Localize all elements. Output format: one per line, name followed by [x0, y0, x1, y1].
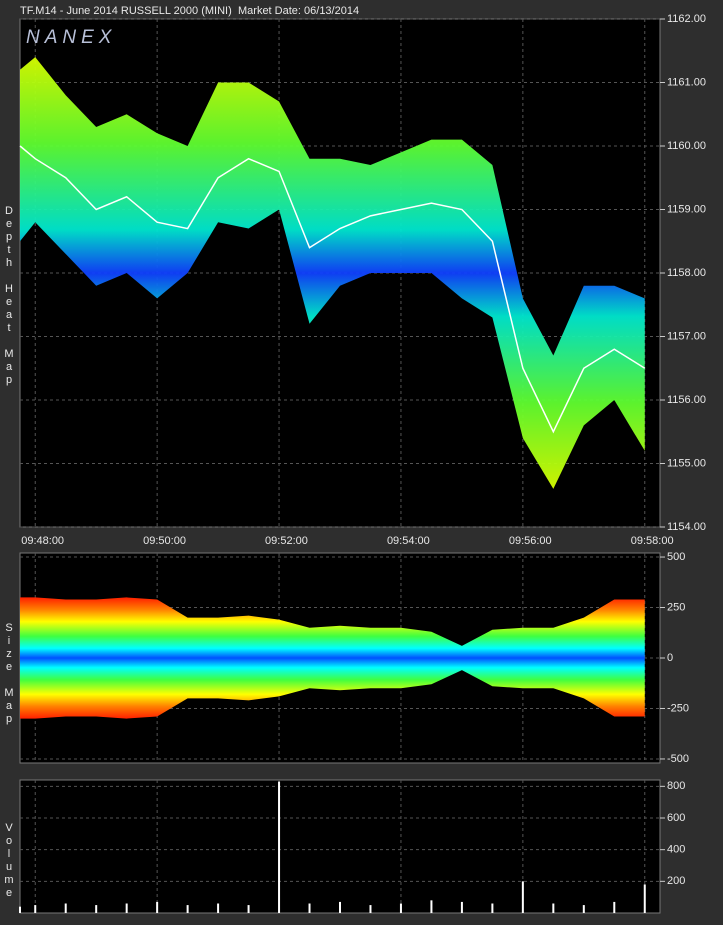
size-area [20, 597, 645, 719]
volume-bar [491, 903, 494, 913]
y-axis-label: Volume [3, 822, 15, 900]
volume-bar [34, 905, 37, 913]
volume-bar [95, 905, 98, 913]
y-tick-label: 500 [667, 551, 685, 563]
volume-bar [613, 901, 616, 913]
y-tick-label: 0 [667, 652, 673, 664]
y-axis-label: Depth Heat Map [3, 205, 15, 387]
symbol: TF.M14 - June 2014 RUSSELL 2000 (MINI) [20, 5, 232, 17]
volume-bar [399, 903, 402, 913]
volume-bar [552, 903, 555, 913]
y-tick-label: 400 [667, 844, 685, 856]
y-tick-label: 1154.00 [667, 521, 706, 533]
y-axis-label: Size Map [3, 622, 15, 726]
price-line [19, 145, 646, 434]
y-tick-label: 200 [667, 875, 685, 887]
volume-bar [19, 906, 21, 913]
volume-bar [521, 881, 524, 913]
x-tick-label: 09:50:00 [143, 535, 186, 547]
volume-bar [278, 781, 281, 913]
volume-bar [430, 900, 433, 913]
volume-bar [64, 903, 67, 913]
y-tick-label: 1162.00 [667, 13, 706, 25]
volume-bar [186, 905, 189, 913]
volume-bar [125, 903, 128, 913]
volume-bar [217, 903, 220, 913]
volume-bar [247, 905, 250, 913]
x-tick-label: 09:48:00 [21, 535, 64, 547]
volume-bar [339, 901, 341, 913]
y-tick-label: -500 [667, 753, 689, 765]
y-tick-label: 1161.00 [667, 76, 706, 88]
y-tick-label: 1155.00 [667, 457, 706, 469]
volume-bar [308, 903, 311, 913]
panel [19, 779, 661, 914]
x-tick-label: 09:56:00 [509, 535, 552, 547]
volume-bar [582, 905, 585, 913]
y-tick-label: 250 [667, 601, 685, 613]
y-tick-label: 1158.00 [667, 267, 706, 279]
logo: NANEX [26, 27, 116, 48]
y-tick-label: -250 [667, 702, 689, 714]
y-tick-label: 1159.00 [667, 203, 706, 215]
y-tick-label: 600 [667, 812, 685, 824]
depth-area [20, 57, 645, 489]
x-tick-label: 09:58:00 [631, 535, 674, 547]
y-tick-label: 1157.00 [667, 330, 706, 342]
volume-bar [643, 884, 646, 913]
market-date: Market Date: 06/13/2014 [238, 5, 359, 17]
y-tick-label: 1156.00 [667, 394, 706, 406]
x-tick-label: 09:52:00 [265, 535, 308, 547]
volume-bar [369, 905, 372, 913]
y-tick-label: 800 [667, 780, 685, 792]
volume-bar [460, 901, 463, 913]
x-tick-label: 09:54:00 [387, 535, 430, 547]
y-tick-label: 1160.00 [667, 140, 706, 152]
volume-bar [156, 901, 159, 913]
